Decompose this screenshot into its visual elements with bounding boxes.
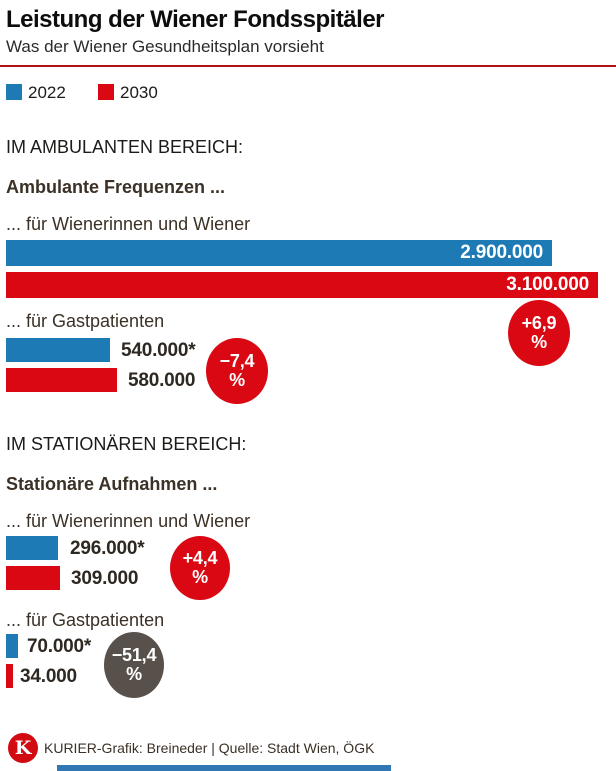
bar-value-stationaer-wiener-2030: 309.000	[71, 568, 139, 589]
change-value: −51,4	[111, 644, 157, 665]
header-divider	[0, 65, 616, 67]
bar-value-stationaer-wiener-2022: 296.000*	[70, 538, 145, 559]
bar-value-ambulant-wiener-2030: 3.100.000	[506, 274, 589, 295]
legend-label-2030: 2030	[120, 83, 158, 102]
kurier-logo-letter: K	[14, 737, 32, 759]
category-ambulant-wiener: ... für Wienerinnen und Wiener	[6, 214, 251, 234]
bar-ambulant-wiener-2022: 2.900.000	[6, 240, 552, 266]
section-heading-ambulant: IM AMBULANTEN BEREICH:	[6, 137, 244, 157]
bar-ambulant-gast-2030	[6, 368, 117, 392]
percent-sign: %	[531, 332, 547, 352]
bar-ambulant-wiener-2030: 3.100.000	[6, 272, 598, 298]
legend-swatch-2022	[6, 84, 22, 100]
bar-stationaer-wiener-2022	[6, 536, 58, 560]
change-badge-stationaer-wiener: +4,4 %	[170, 536, 230, 600]
change-badge-stationaer-gast: −51,4 %	[104, 632, 164, 698]
bottom-blue-strip	[57, 765, 391, 771]
bar-value-stationaer-gast-2030: 34.000	[20, 666, 77, 687]
percent-sign: %	[126, 664, 142, 684]
legend-swatch-2030	[98, 84, 114, 100]
bar-ambulant-gast-2022	[6, 338, 110, 362]
bar-stationaer-gast-2022	[6, 634, 18, 658]
change-badge-ambulant-wiener: +6,9 %	[508, 300, 570, 366]
bar-value-stationaer-gast-2022: 70.000*	[27, 636, 92, 657]
change-value: +4,4	[182, 547, 218, 568]
change-value: +6,9	[521, 312, 557, 333]
change-value: −7,4	[219, 350, 255, 371]
change-badge-ambulant-gast: −7,4 %	[206, 338, 268, 404]
credit-source-line: KURIER-Grafik: Breineder | Quelle: Stadt…	[44, 740, 375, 756]
category-ambulant-gast: ... für Gastpatienten	[6, 311, 165, 331]
legend-label-2022: 2022	[28, 83, 66, 102]
bar-stationaer-wiener-2030	[6, 566, 60, 590]
bar-value-ambulant-gast-2022: 540.000*	[121, 340, 196, 361]
page-title: Leistung der Wiener Fondsspitäler	[6, 6, 385, 33]
percent-sign: %	[192, 567, 208, 587]
metric-stationaere-aufnahmen: Stationäre Aufnahmen ...	[6, 474, 218, 494]
page-subtitle: Was der Wiener Gesundheitsplan vorsieht	[6, 37, 324, 56]
kurier-logo-icon: K	[8, 733, 38, 763]
bar-value-ambulant-gast-2030: 580.000	[128, 370, 196, 391]
bar-stationaer-gast-2030	[6, 664, 13, 688]
category-stationaer-wiener: ... für Wienerinnen und Wiener	[6, 511, 251, 531]
metric-ambulante-frequenzen: Ambulante Frequenzen ...	[6, 177, 226, 197]
section-heading-stationaer: IM STATIONÄREN BEREICH:	[6, 434, 247, 454]
category-stationaer-gast: ... für Gastpatienten	[6, 610, 165, 630]
percent-sign: %	[229, 370, 245, 390]
bar-value-ambulant-wiener-2022: 2.900.000	[460, 242, 543, 263]
